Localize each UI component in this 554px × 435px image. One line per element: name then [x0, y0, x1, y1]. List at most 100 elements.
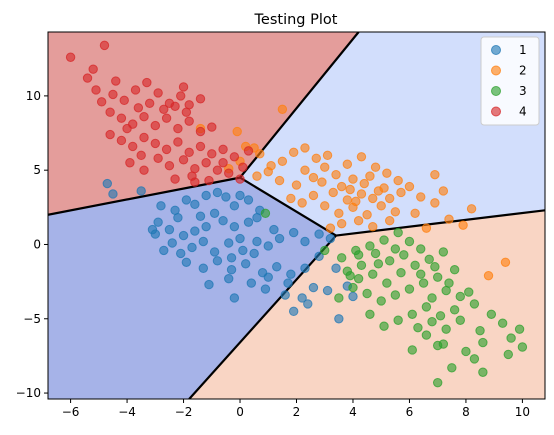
point-class-4: [207, 149, 217, 159]
point-class-1: [322, 285, 333, 296]
point-class-4: [201, 158, 211, 168]
point-class-2: [362, 210, 372, 220]
point-class-3: [455, 291, 465, 302]
point-class-1: [178, 230, 189, 241]
point-class-3: [362, 288, 372, 299]
point-class-2: [348, 174, 358, 184]
point-class-3: [432, 272, 443, 282]
point-class-3: [353, 273, 364, 284]
point-class-3: [438, 247, 449, 257]
point-class-2: [328, 187, 338, 198]
y-tick-label: 0: [33, 237, 41, 251]
x-axis: −6 −4 −2 0 2 4 6 8 10: [62, 399, 530, 419]
point-class-4: [125, 158, 135, 168]
point-class-2: [396, 187, 406, 198]
plot-area: [48, 32, 545, 399]
point-class-2: [390, 207, 401, 217]
decision-boundary-line: [188, 234, 337, 399]
point-class-3: [478, 367, 488, 377]
point-class-2: [368, 221, 378, 232]
point-class-3: [334, 293, 344, 303]
point-class-4: [144, 98, 155, 109]
point-class-4: [235, 174, 245, 184]
decision-boundary-line: [239, 176, 337, 237]
point-class-3: [432, 377, 443, 388]
point-class-3: [365, 309, 375, 320]
point-class-3: [421, 302, 432, 312]
point-class-2: [351, 196, 361, 207]
point-class-3: [390, 290, 401, 300]
point-class-3: [447, 363, 457, 373]
point-class-2: [342, 159, 353, 169]
point-class-3: [475, 325, 485, 336]
region-class-1: [48, 177, 337, 399]
point-class-1: [334, 314, 344, 324]
point-class-4: [139, 165, 149, 175]
point-class-3: [356, 260, 367, 270]
point-class-4: [195, 126, 206, 137]
point-class-2: [356, 152, 367, 162]
point-class-2: [416, 192, 426, 202]
point-class-2: [297, 198, 307, 208]
y-tick-label: 10: [26, 89, 41, 103]
point-class-1: [288, 306, 299, 317]
region-class-3: [189, 210, 545, 399]
point-class-1: [286, 269, 296, 279]
point-class-1: [314, 251, 324, 262]
x-tick-label: 8: [462, 405, 470, 419]
point-class-3: [379, 235, 389, 245]
legend-label-3: 3: [519, 84, 527, 98]
point-class-1: [280, 290, 290, 300]
point-class-2: [368, 193, 378, 204]
point-class-4: [122, 123, 132, 134]
point-class-3: [416, 244, 426, 254]
point-class-2: [382, 168, 392, 178]
point-class-2: [277, 104, 288, 114]
point-class-1: [283, 278, 293, 288]
point-class-3: [413, 322, 423, 333]
point-class-3: [444, 278, 454, 288]
point-class-4: [195, 94, 206, 104]
x-tick-label: 6: [406, 405, 414, 419]
point-class-4: [150, 120, 161, 131]
point-class-1: [167, 238, 177, 248]
point-class-3: [407, 309, 417, 320]
point-class-3: [384, 256, 395, 266]
point-class-4: [176, 91, 186, 101]
point-class-1: [218, 216, 228, 226]
point-class-2: [359, 178, 369, 189]
point-class-1: [209, 208, 220, 218]
point-class-1: [156, 201, 166, 211]
point-class-4: [96, 97, 107, 107]
point-class-1: [263, 272, 273, 282]
x-tick-label: 2: [293, 405, 301, 419]
point-class-2: [308, 190, 319, 201]
point-class-1: [260, 284, 271, 294]
point-class-2: [252, 171, 262, 181]
point-class-3: [379, 321, 389, 331]
legend-marker-2: [491, 65, 501, 76]
point-class-1: [102, 178, 113, 189]
data-points: [65, 40, 528, 388]
point-class-1: [153, 217, 163, 227]
point-class-3: [393, 227, 403, 238]
point-class-2: [320, 162, 330, 172]
point-class-1: [272, 262, 282, 272]
point-class-1: [226, 253, 237, 263]
point-class-3: [399, 250, 409, 260]
point-class-4: [116, 135, 127, 146]
point-class-2: [300, 143, 310, 153]
point-class-2: [308, 172, 319, 183]
x-tick-label: 4: [349, 405, 357, 419]
point-class-4: [130, 85, 141, 95]
point-class-4: [116, 113, 127, 123]
point-class-1: [235, 190, 245, 201]
point-class-4: [218, 158, 228, 168]
point-class-4: [243, 146, 254, 156]
point-class-2: [404, 181, 415, 192]
point-class-3: [461, 346, 471, 357]
point-class-4: [195, 141, 206, 152]
point-class-3: [449, 265, 460, 275]
point-class-2: [430, 198, 440, 208]
